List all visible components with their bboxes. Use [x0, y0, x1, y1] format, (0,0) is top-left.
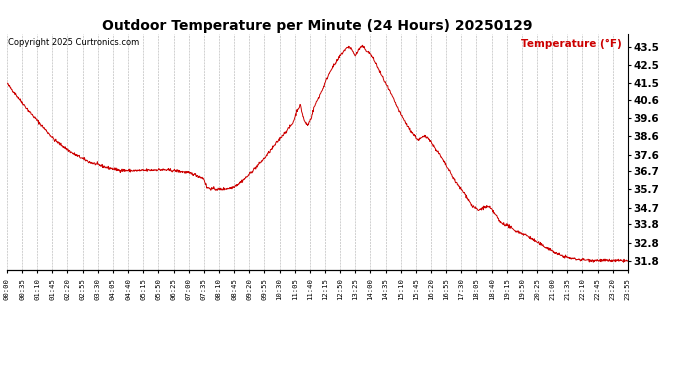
Text: Copyright 2025 Curtronics.com: Copyright 2025 Curtronics.com — [8, 39, 139, 48]
Title: Outdoor Temperature per Minute (24 Hours) 20250129: Outdoor Temperature per Minute (24 Hours… — [102, 19, 533, 33]
Text: Temperature (°F): Temperature (°F) — [521, 39, 622, 48]
